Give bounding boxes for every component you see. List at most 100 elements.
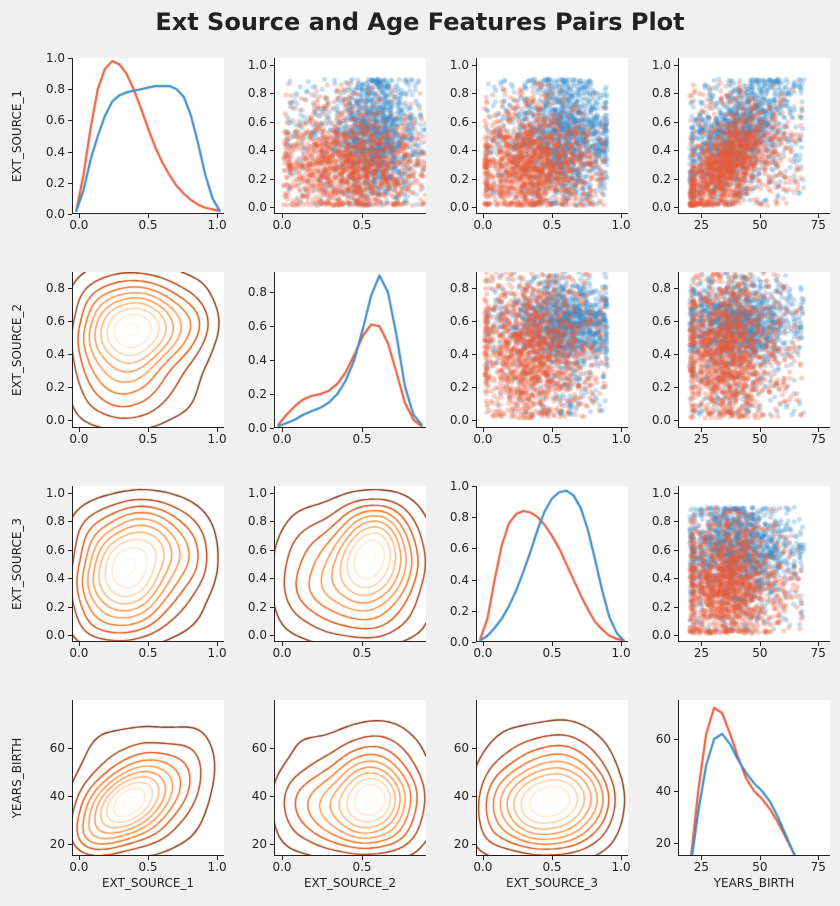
tick-y: 0.4 <box>450 573 469 587</box>
tick-y: 60 <box>454 741 469 755</box>
tick-y: 1.0 <box>248 58 267 72</box>
tick-y: 40 <box>454 789 469 803</box>
tick-y: 0.4 <box>652 143 671 157</box>
tick-y: 0.8 <box>652 86 671 100</box>
tick-y: 0.2 <box>248 600 267 614</box>
tick-y: 0.2 <box>46 600 65 614</box>
tick-y: 0.2 <box>652 172 671 186</box>
panel-canvas <box>476 486 628 642</box>
tick-y: 0.4 <box>46 571 65 585</box>
tick-y: 0.0 <box>652 413 671 427</box>
tick-x: 75 <box>811 218 826 232</box>
panel-canvas <box>72 58 224 214</box>
tick-y: 0.0 <box>450 635 469 649</box>
tick-x: 0.0 <box>473 860 492 874</box>
xlabel-EXT_SOURCE_3: EXT_SOURCE_3 <box>506 876 598 890</box>
tick-x: 0.0 <box>473 646 492 660</box>
tick-y: 0.6 <box>248 319 267 333</box>
tick-x: 75 <box>811 432 826 446</box>
tick-y: 0.2 <box>652 380 671 394</box>
tick-y: 40 <box>252 789 267 803</box>
tick-y: 0.0 <box>652 200 671 214</box>
tick-x: 0.5 <box>138 860 157 874</box>
tick-y: 1.0 <box>450 58 469 72</box>
tick-y: 1.0 <box>46 486 65 500</box>
panel-canvas <box>72 700 224 856</box>
tick-y: 1.0 <box>248 486 267 500</box>
panel-canvas <box>72 486 224 642</box>
panel-canvas <box>678 58 830 214</box>
tick-x: 75 <box>811 860 826 874</box>
tick-x: 0.5 <box>138 218 157 232</box>
tick-y: 0.8 <box>46 514 65 528</box>
tick-x: 25 <box>694 646 709 660</box>
tick-y: 0.2 <box>248 172 267 186</box>
tick-y: 0.0 <box>46 628 65 642</box>
tick-y: 0.2 <box>450 604 469 618</box>
tick-y: 0.2 <box>248 387 267 401</box>
tick-y: 0.6 <box>450 314 469 328</box>
panel-EXT_SOURCE_3-vs-YEARS_BIRTH: 0.00.20.40.60.81.0255075 <box>678 486 830 642</box>
tick-y: 0.6 <box>46 314 65 328</box>
panel-canvas <box>274 486 426 642</box>
tick-x: 0.0 <box>69 646 88 660</box>
tick-y: 0.8 <box>450 281 469 295</box>
figure-title: Ext Source and Age Features Pairs Plot <box>0 8 840 36</box>
tick-y: 0.8 <box>248 285 267 299</box>
panel-EXT_SOURCE_1-vs-EXT_SOURCE_3: 0.00.20.40.60.81.00.00.51.0 <box>476 58 628 214</box>
tick-y: 0.0 <box>652 628 671 642</box>
tick-x: 0.5 <box>352 860 371 874</box>
tick-x: 0.0 <box>473 432 492 446</box>
tick-y: 0.0 <box>46 413 65 427</box>
panel-EXT_SOURCE_2-vs-EXT_SOURCE_2: 0.00.20.40.60.80.00.5 <box>274 272 426 428</box>
ylabel-EXT_SOURCE_1: EXT_SOURCE_1 <box>10 90 24 182</box>
tick-y: 0.4 <box>46 145 65 159</box>
panel-EXT_SOURCE_3-vs-EXT_SOURCE_1: 0.00.20.40.60.81.00.00.51.0EXT_SOURCE_3 <box>72 486 224 642</box>
tick-x: 0.0 <box>69 860 88 874</box>
tick-y: 0.8 <box>450 86 469 100</box>
tick-y: 0.8 <box>652 281 671 295</box>
tick-x: 0.0 <box>69 432 88 446</box>
tick-y: 0.4 <box>652 347 671 361</box>
tick-x: 0.5 <box>542 432 561 446</box>
ylabel-EXT_SOURCE_3: EXT_SOURCE_3 <box>10 518 24 610</box>
panel-canvas <box>476 58 628 214</box>
tick-x: 0.0 <box>272 218 291 232</box>
tick-y: 20 <box>656 836 671 850</box>
tick-y: 1.0 <box>652 58 671 72</box>
tick-y: 0.6 <box>652 314 671 328</box>
tick-y: 0.0 <box>450 413 469 427</box>
tick-y: 40 <box>50 789 65 803</box>
panel-EXT_SOURCE_1-vs-YEARS_BIRTH: 0.00.20.40.60.81.0255075 <box>678 58 830 214</box>
tick-x: 25 <box>694 218 709 232</box>
tick-x: 0.5 <box>138 432 157 446</box>
tick-y: 0.4 <box>450 143 469 157</box>
tick-x: 0.0 <box>272 432 291 446</box>
tick-y: 0.4 <box>652 571 671 585</box>
tick-x: 0.5 <box>542 218 561 232</box>
panel-EXT_SOURCE_2-vs-EXT_SOURCE_1: 0.00.20.40.60.80.00.51.0EXT_SOURCE_2 <box>72 272 224 428</box>
panel-EXT_SOURCE_1-vs-EXT_SOURCE_1: 0.00.20.40.60.81.00.00.51.0EXT_SOURCE_1 <box>72 58 224 214</box>
tick-y: 20 <box>252 837 267 851</box>
tick-y: 0.2 <box>46 176 65 190</box>
tick-x: 0.5 <box>352 432 371 446</box>
tick-x: 0.0 <box>69 218 88 232</box>
pairs-plot-figure: Ext Source and Age Features Pairs Plot 0… <box>0 0 840 906</box>
xlabel-EXT_SOURCE_2: EXT_SOURCE_2 <box>304 876 396 890</box>
tick-y: 60 <box>50 741 65 755</box>
panel-YEARS_BIRTH-vs-EXT_SOURCE_3: 2040600.00.51.0EXT_SOURCE_3 <box>476 700 628 856</box>
panel-EXT_SOURCE_3-vs-EXT_SOURCE_3: 0.00.20.40.60.81.00.00.51.0 <box>476 486 628 642</box>
panel-EXT_SOURCE_2-vs-YEARS_BIRTH: 0.00.20.40.60.8255075 <box>678 272 830 428</box>
tick-y: 0.8 <box>46 281 65 295</box>
tick-y: 0.6 <box>46 543 65 557</box>
panel-YEARS_BIRTH-vs-EXT_SOURCE_1: 2040600.00.51.0YEARS_BIRTHEXT_SOURCE_1 <box>72 700 224 856</box>
tick-y: 0.4 <box>248 353 267 367</box>
tick-y: 60 <box>252 741 267 755</box>
ylabel-YEARS_BIRTH: YEARS_BIRTH <box>10 738 24 819</box>
tick-x: 0.5 <box>138 646 157 660</box>
tick-x: 1.0 <box>612 860 631 874</box>
tick-x: 1.0 <box>208 432 227 446</box>
tick-y: 0.0 <box>248 628 267 642</box>
panel-YEARS_BIRTH-vs-EXT_SOURCE_2: 2040600.00.5EXT_SOURCE_2 <box>274 700 426 856</box>
tick-y: 40 <box>656 784 671 798</box>
